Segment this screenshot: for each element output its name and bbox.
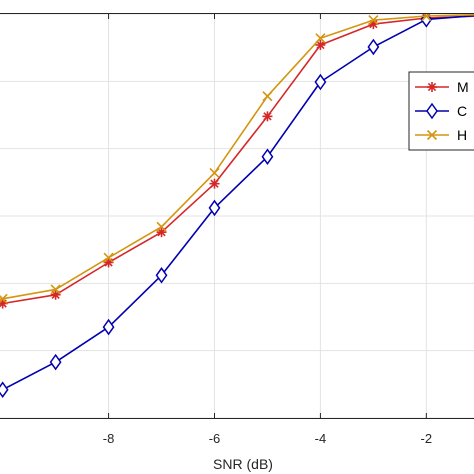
data-point-H-3 xyxy=(103,252,114,263)
legend-label-M: M xyxy=(457,79,469,95)
legend-marker-C xyxy=(426,102,438,120)
data-point-H-9 xyxy=(421,14,432,22)
data-point-M-7 xyxy=(315,39,326,50)
data-point-H-6 xyxy=(262,91,273,102)
tick-labels: -8 -6 -4 -2 xyxy=(103,431,432,446)
series-line-C xyxy=(0,14,474,392)
legend-marker-M xyxy=(427,82,437,92)
series-line-M xyxy=(0,15,474,305)
legend-marker-H xyxy=(426,129,438,141)
x-tick-label-3: -2 xyxy=(421,431,433,446)
data-point-H-5 xyxy=(209,167,220,178)
data-point-H-8 xyxy=(368,14,379,26)
legend-entry-H[interactable]: H xyxy=(415,127,467,143)
data-point-C-2 xyxy=(49,353,62,371)
data-point-M-6 xyxy=(262,111,273,122)
data-point-C-3 xyxy=(102,318,115,336)
data-point-C-1 xyxy=(0,381,9,399)
legend[interactable]: MCH xyxy=(408,71,474,151)
data-point-M-2 xyxy=(50,289,61,300)
data-point-H-1 xyxy=(0,293,8,304)
data-point-C-7 xyxy=(314,73,327,91)
x-tick-label-0: -8 xyxy=(103,431,115,446)
data-point-H-7 xyxy=(315,33,326,44)
axes xyxy=(0,13,474,419)
x-axis-label: SNR (dB) xyxy=(213,456,273,472)
data-point-C-6 xyxy=(261,148,274,166)
series-H xyxy=(0,14,474,304)
legend-label-H: H xyxy=(457,127,467,143)
x-tick-label-1: -6 xyxy=(209,431,221,446)
data-point-H-4 xyxy=(156,221,167,232)
legend-label-C: C xyxy=(457,103,467,119)
data-point-C-8 xyxy=(367,38,380,56)
series-layer xyxy=(0,14,474,399)
data-point-M-5 xyxy=(209,178,220,189)
data-point-C-4 xyxy=(155,266,168,284)
grid xyxy=(0,13,474,419)
legend-entry-M[interactable]: M xyxy=(415,79,469,95)
data-point-C-5 xyxy=(208,199,221,217)
series-line-H xyxy=(0,14,474,300)
x-tick-label-2: -4 xyxy=(315,431,327,446)
series-C xyxy=(0,14,474,399)
legend-entry-C[interactable]: C xyxy=(415,102,467,120)
series-M xyxy=(0,14,474,309)
data-point-H-2 xyxy=(50,284,61,295)
